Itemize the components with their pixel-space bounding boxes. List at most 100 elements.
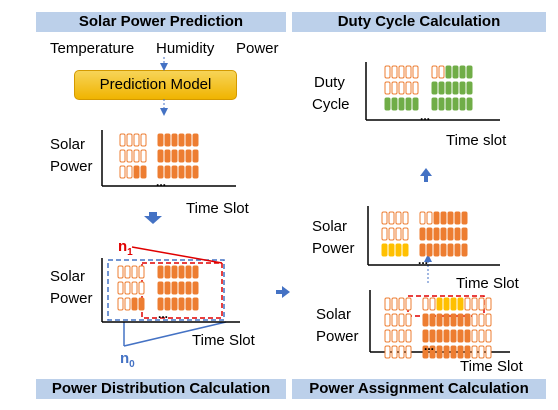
empty-block <box>464 297 471 311</box>
n0-region <box>107 259 225 321</box>
ellipsis: ... <box>424 339 434 353</box>
filled-block <box>436 297 443 311</box>
empty-block <box>395 227 402 241</box>
empty-block <box>398 329 405 343</box>
filled-block <box>461 227 468 241</box>
filled-block <box>443 297 450 311</box>
empty-block <box>478 313 485 327</box>
empty-block <box>384 313 391 327</box>
filled-block <box>178 265 185 279</box>
empty-block <box>398 313 405 327</box>
empty-block <box>126 133 133 147</box>
filled-block <box>464 345 471 359</box>
empty-block <box>431 65 438 79</box>
filled-block <box>445 65 452 79</box>
filled-block <box>192 165 199 179</box>
solar-power-prediction-title: Solar Power Prediction <box>36 12 286 32</box>
empty-block <box>419 211 426 225</box>
time-slot-label: Time Slot <box>460 358 523 375</box>
empty-block <box>388 211 395 225</box>
empty-block <box>391 329 398 343</box>
time-slot-label: Time Slot <box>186 200 249 217</box>
filled-block <box>185 297 192 311</box>
filled-block <box>466 97 473 111</box>
empty-block <box>119 133 126 147</box>
time-slot-label: Time slot <box>446 132 507 149</box>
filled-block <box>171 297 178 311</box>
empty-block <box>426 211 433 225</box>
filled-block <box>457 345 464 359</box>
filled-block <box>164 149 171 163</box>
filled-block <box>438 81 445 95</box>
filled-block <box>422 313 429 327</box>
filled-block <box>192 297 199 311</box>
filled-block <box>426 243 433 257</box>
empty-block <box>422 297 429 311</box>
n1-label: n1 <box>118 238 133 258</box>
empty-block <box>471 297 478 311</box>
empty-block <box>478 297 485 311</box>
filled-block <box>443 345 450 359</box>
power-axis-label: Power <box>50 158 93 175</box>
empty-block <box>124 281 131 295</box>
empty-block <box>381 211 388 225</box>
empty-block <box>398 297 405 311</box>
power-label: Power <box>236 40 279 57</box>
filled-block <box>436 313 443 327</box>
filled-block <box>429 313 436 327</box>
filled-block <box>454 243 461 257</box>
right-arrow <box>276 286 290 298</box>
empty-block <box>384 297 391 311</box>
filled-block <box>419 243 426 257</box>
power-axis-label: Power <box>312 240 355 257</box>
filled-block <box>452 97 459 111</box>
filled-block <box>426 227 433 241</box>
filled-block <box>398 97 405 111</box>
empty-block <box>402 227 409 241</box>
empty-block <box>405 345 412 359</box>
filled-block <box>131 297 138 311</box>
empty-block <box>405 81 412 95</box>
empty-block <box>405 297 412 311</box>
filled-block <box>388 243 395 257</box>
filled-block <box>431 81 438 95</box>
filled-block <box>464 329 471 343</box>
filled-block <box>192 133 199 147</box>
empty-block <box>131 281 138 295</box>
filled-block <box>164 265 171 279</box>
filled-block <box>436 329 443 343</box>
filled-block <box>457 313 464 327</box>
empty-block <box>384 65 391 79</box>
empty-block <box>398 81 405 95</box>
empty-block <box>405 329 412 343</box>
empty-block <box>138 265 145 279</box>
filled-block <box>192 281 199 295</box>
solar-label: Solar <box>50 268 86 285</box>
filled-block <box>466 81 473 95</box>
empty-block <box>391 297 398 311</box>
filled-block <box>157 165 164 179</box>
filled-block <box>171 265 178 279</box>
filled-block <box>192 149 199 163</box>
filled-block <box>464 313 471 327</box>
filled-block <box>395 243 402 257</box>
filled-block <box>461 243 468 257</box>
empty-block <box>384 329 391 343</box>
empty-block <box>398 345 405 359</box>
empty-block <box>405 313 412 327</box>
filled-block <box>405 97 412 111</box>
filled-block <box>185 133 192 147</box>
filled-block <box>140 165 147 179</box>
solar-label: Solar <box>316 306 352 323</box>
empty-block <box>119 149 126 163</box>
empty-block <box>140 149 147 163</box>
empty-block <box>133 133 140 147</box>
filled-block <box>157 297 164 311</box>
down-arrow <box>144 212 162 224</box>
filled-block <box>391 97 398 111</box>
empty-block <box>119 165 126 179</box>
empty-block <box>117 265 124 279</box>
filled-block <box>461 211 468 225</box>
power-distribution-calculation-title: Power Distribution Calculation <box>36 379 286 399</box>
